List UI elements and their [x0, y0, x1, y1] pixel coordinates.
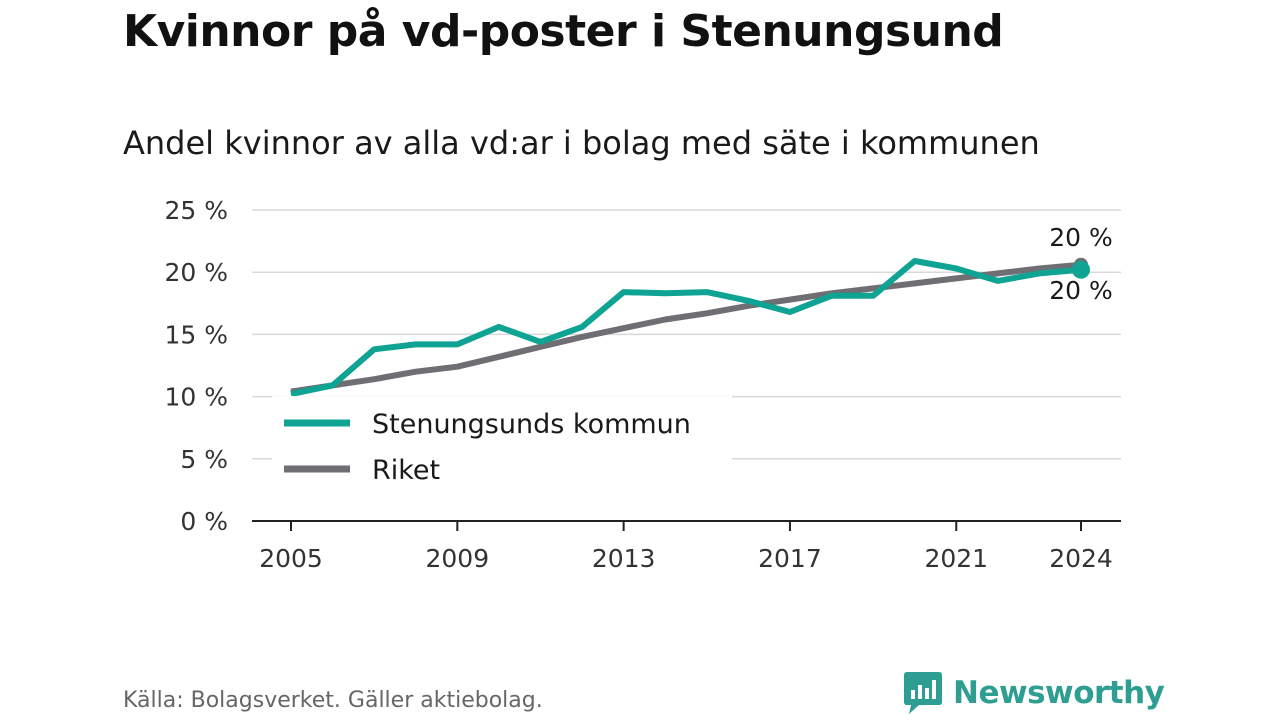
y-tick-label: 5 % [180, 445, 228, 474]
x-axis-ticks: 2005 2009 2013 2017 2021 2024 [259, 521, 1113, 573]
brand: Newsworthy [903, 670, 1165, 716]
newsworthy-logo-icon [904, 672, 942, 714]
chart-subtitle: Andel kvinnor av alla vd:ar i bolag med … [123, 124, 1040, 162]
x-tick-label: 2017 [758, 544, 822, 573]
x-tick-label: 2024 [1049, 544, 1113, 573]
x-tick-label: 2009 [426, 544, 490, 573]
legend-label-kommun: Stenungsunds kommun [372, 409, 691, 440]
y-tick-label: 20 % [164, 258, 228, 287]
line-chart: 0 %5 %10 %15 %20 %25 % 2005 2009 2013 2017 2… [164, 196, 1121, 573]
series-lines [290, 258, 1082, 398]
source-note: Källa: Bolagsverket. Gäller aktiebolag. [123, 688, 543, 713]
y-tick-label: 10 % [164, 383, 228, 412]
end-markers: 20 % 20 % [1049, 223, 1113, 305]
y-axis-ticks: 0 % 5 % 10 % 15 % 20 % 25 % [164, 196, 228, 536]
legend-background [272, 396, 732, 496]
x-tick-label: 2021 [924, 544, 988, 573]
series-line-kommun [290, 258, 1082, 398]
end-point-kommun [1072, 260, 1090, 279]
series-line-riket [290, 261, 1082, 395]
legend: Stenungsunds kommun Riket [272, 396, 732, 496]
y-tick-label: 15 % [164, 320, 228, 349]
end-label-kommun: 20 % [1049, 276, 1113, 305]
y-tick-label: 25 % [164, 196, 228, 225]
x-tick-label: 2005 [259, 544, 323, 573]
chart-title: Kvinnor på vd-poster i Stenungsund [123, 6, 1004, 57]
end-label-riket: 20 % [1049, 223, 1113, 252]
brand-name: Newsworthy [953, 675, 1165, 711]
legend-label-riket: Riket [372, 455, 440, 486]
x-tick-label: 2013 [592, 544, 656, 573]
y-tick-label: 0 % [180, 507, 228, 536]
